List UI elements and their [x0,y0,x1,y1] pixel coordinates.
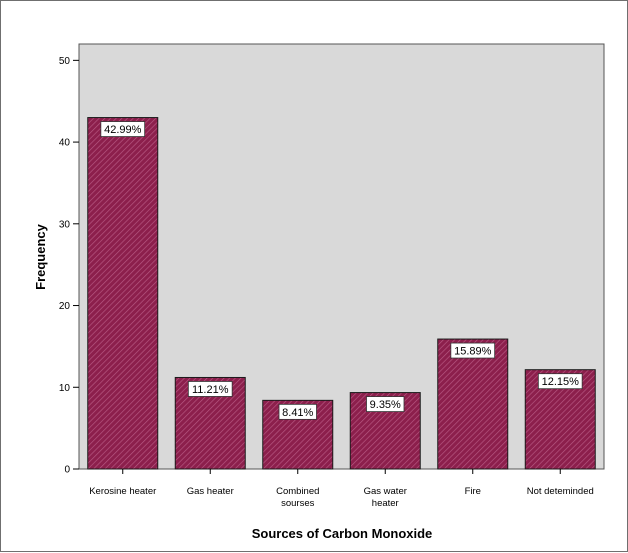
x-tick-label: Kerosine heater [89,486,156,497]
y-axis-title: Frequency [33,223,48,290]
x-tick-label: Not deteminded [527,486,594,497]
x-tick-label: Gas water heater [364,486,407,509]
bar [87,117,159,470]
data-label-box [366,396,405,412]
x-axis-title: Sources of Carbon Monoxide [252,526,433,541]
bar [349,392,421,470]
x-tick-label: Fire [465,486,481,497]
data-label: 12.15% [542,376,580,388]
data-label: 42.99% [104,124,142,136]
y-tick-label: 0 [64,465,70,476]
bar [437,338,509,470]
y-tick-label: 50 [59,56,71,67]
x-tick-label: Gas heater [187,486,234,497]
y-tick-label: 10 [59,383,71,394]
data-label: 15.89% [454,346,492,358]
data-label-box [450,342,496,359]
data-label-box [187,381,233,397]
y-tick-label: 20 [59,301,71,312]
data-label-box [278,403,317,420]
bars-group: 42.99% 11.21% 8.41% 9.35% 15.89% 12.15% [87,117,596,470]
data-label: 8.41% [282,407,313,419]
data-label-box [100,121,146,137]
y-tick-label: 40 [59,138,71,149]
data-label-box [537,373,583,390]
y-tick-label: 30 [59,219,71,230]
x-tick-label: Combined sourses [276,486,319,509]
data-label: 9.35% [370,399,401,411]
y-axis: 0 10 20 30 40 50 [59,56,79,476]
data-label: 11.21% [192,384,229,396]
x-axis-labels: Kerosine heater Gas heater Combined sourses… [89,469,594,509]
plot-area [78,43,605,470]
